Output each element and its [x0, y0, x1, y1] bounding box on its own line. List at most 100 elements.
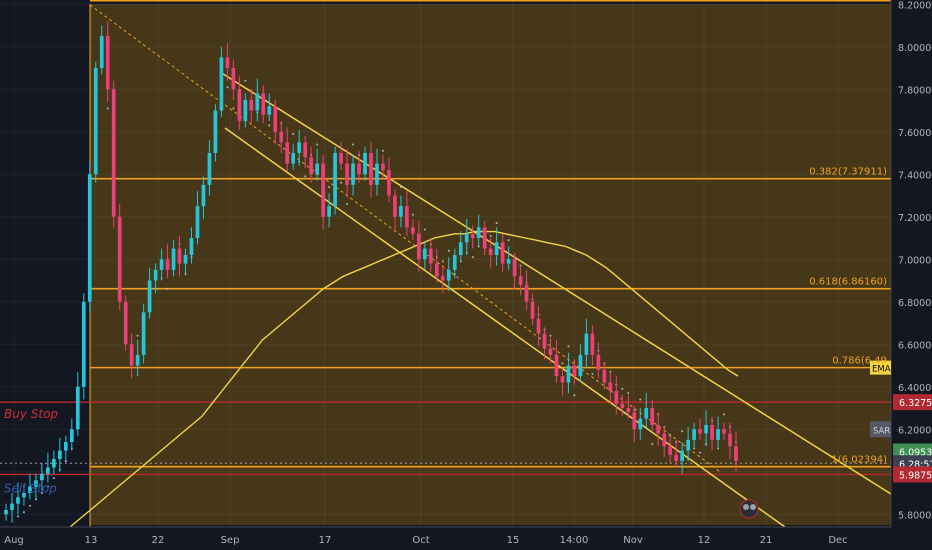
y-tick-label: 6.80000 — [898, 298, 932, 309]
x-tick-label: 12 — [698, 535, 711, 546]
sar-dot — [352, 143, 355, 146]
candle — [189, 238, 194, 255]
candle — [680, 450, 685, 462]
sar-dot — [621, 387, 624, 390]
candle — [422, 248, 427, 260]
candle — [530, 301, 535, 319]
candle — [488, 248, 493, 255]
y-tick-label: 6.40000 — [898, 383, 932, 394]
candle — [297, 142, 302, 153]
candle — [578, 354, 583, 377]
fib-level-label: 0.618(6.86160) — [809, 277, 887, 288]
candle — [129, 344, 134, 366]
y-tick-label: 8.00000 — [898, 43, 932, 54]
candle — [225, 57, 230, 68]
candle — [22, 493, 26, 498]
candle — [464, 233, 469, 243]
price-tag-label: 6.28:51 — [899, 459, 932, 470]
candle — [207, 153, 212, 185]
candle — [728, 433, 732, 447]
sar-dot — [226, 86, 229, 89]
sar-dot — [381, 149, 384, 152]
candle — [117, 216, 122, 302]
candle — [279, 131, 284, 143]
candle — [195, 206, 200, 238]
candle — [710, 425, 714, 440]
event-icon-dot — [743, 504, 749, 510]
candle — [309, 157, 314, 175]
candle — [99, 36, 104, 68]
sar-dot — [292, 132, 295, 135]
candle — [111, 89, 116, 217]
x-tick-label: Nov — [623, 535, 643, 546]
candle — [458, 242, 463, 255]
candle — [656, 425, 661, 434]
candle — [428, 248, 433, 264]
candle — [399, 206, 403, 217]
annotations: Buy Stop Sell Stop — [4, 407, 759, 519]
candle — [405, 206, 409, 228]
candle — [494, 242, 499, 255]
sar-dot — [423, 228, 426, 231]
candle — [482, 227, 487, 249]
candle — [135, 354, 140, 366]
ema-path — [59, 230, 739, 537]
sar-dot — [411, 213, 414, 216]
stop-lines — [0, 401, 891, 476]
sar-dot — [651, 443, 654, 446]
sar-dot — [681, 430, 684, 433]
sar-dot — [723, 413, 726, 416]
sar-dot — [46, 485, 49, 488]
candle — [201, 184, 206, 207]
y-tick-label: 7.60000 — [898, 128, 932, 139]
candle — [243, 99, 248, 122]
y-tick-label: 6.60000 — [898, 340, 932, 351]
candle — [387, 170, 391, 196]
candle — [716, 429, 720, 440]
grid — [0, 0, 891, 527]
candle — [584, 333, 589, 355]
x-tick-label: 13 — [85, 535, 98, 546]
sar-dot — [639, 398, 642, 401]
candle — [512, 259, 517, 277]
candle — [339, 153, 343, 164]
y-tick-label: 7.20000 — [898, 213, 932, 224]
candle — [566, 365, 571, 383]
fib-labels: 0(8.21677)0.382(7.37911)0.618(6.86160)0.… — [809, 167, 887, 466]
sar-dot — [22, 511, 25, 514]
candle — [231, 68, 236, 90]
candle — [93, 68, 98, 175]
candle — [452, 255, 457, 270]
candle — [674, 454, 679, 462]
candle — [476, 227, 481, 238]
y-tick-label: 5.80000 — [898, 510, 932, 521]
sar-dot — [507, 239, 510, 242]
price-tag-label: 6.32750 — [899, 398, 932, 409]
candle — [596, 354, 601, 370]
candle — [662, 433, 667, 447]
price-tag — [893, 394, 932, 411]
fib-level-label: 0.786(6.49 — [832, 356, 887, 367]
candle — [63, 442, 68, 451]
candle — [698, 429, 702, 434]
candle — [213, 110, 218, 153]
candle — [46, 467, 50, 474]
sar-badge — [870, 421, 891, 438]
candle — [650, 408, 655, 425]
sar-dot — [567, 345, 570, 348]
candle — [303, 142, 308, 158]
candle — [560, 376, 565, 383]
trend-channel — [219, 71, 892, 528]
candle — [345, 163, 349, 185]
y-tick-label: 7.00000 — [898, 255, 932, 266]
sar-dot — [28, 504, 31, 507]
candle — [524, 284, 529, 302]
candle — [10, 503, 14, 510]
channel-lower-line — [224, 127, 786, 528]
x-tick-label: Dec — [828, 535, 847, 546]
sar-dot — [447, 249, 450, 252]
sar-dot — [40, 492, 43, 494]
candle — [16, 497, 20, 504]
x-tick-label: Sep — [221, 535, 240, 546]
